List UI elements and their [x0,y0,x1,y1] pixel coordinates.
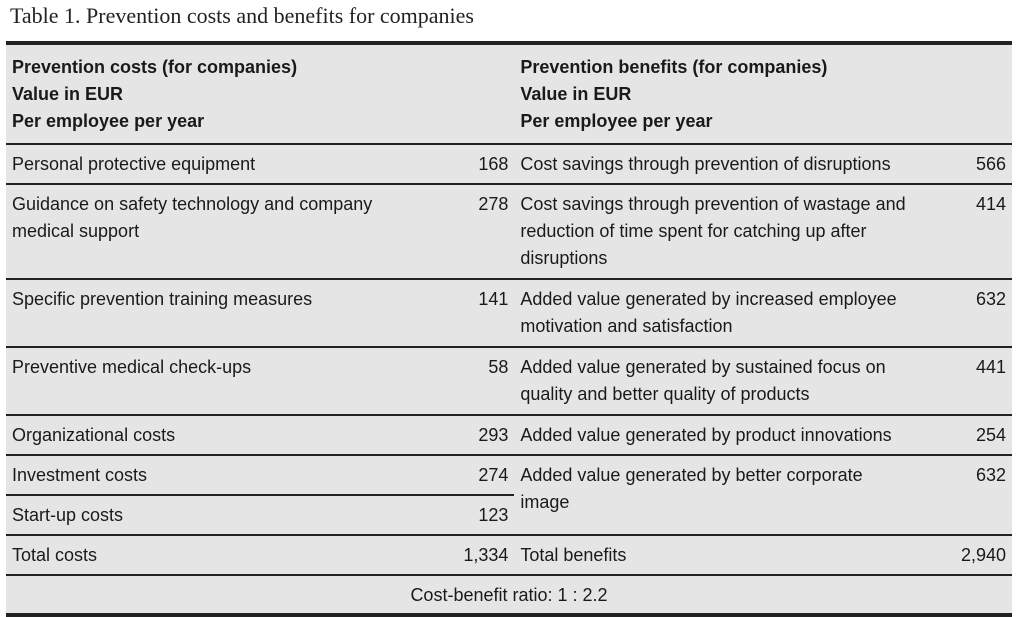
cost-value: 58 [457,346,515,415]
costs-header-line: Value in EUR [12,84,124,104]
ratio-row: Cost-benefit ratio: 1 : 2.2 [6,574,1012,615]
costs-header-line: Prevention costs (for companies) [12,57,298,77]
cost-value: 278 [457,183,515,279]
table-row: Investment costs 274 Added value generat… [6,454,1012,535]
benefit-value: 632 [951,454,1012,535]
costs-header-line: Per employee per year [12,111,205,131]
benefits-header-line: Per employee per year [520,111,713,131]
cost-value: 123 [457,494,515,535]
cost-value: 168 [457,143,515,184]
cost-label: Organizational costs [6,414,458,455]
cost-value: 293 [457,414,515,455]
benefit-label: Cost savings through prevention of disru… [514,143,952,184]
table-row: Organizational costs 293 Added value gen… [6,414,1012,455]
cost-label: Preventive medical check-ups [6,346,458,415]
benefit-label: Added value generated by better corporat… [514,454,952,535]
cost-label: Specific prevention training measures [6,278,458,347]
costs-header: Prevention costs (for companies) Value i… [6,43,514,144]
benefit-label: Added value generated by product innovat… [514,414,952,455]
table-caption: Table 1. Prevention costs and benefits f… [10,3,474,28]
table-row: Guidance on safety technology and compan… [6,183,1012,279]
cost-benefit-ratio: Cost-benefit ratio: 1 : 2.2 [6,574,1012,615]
benefit-value: 632 [951,278,1012,347]
cost-label: Personal protective equipment [6,143,458,184]
benefits-header-line: Value in EUR [520,84,632,104]
table-row: Personal protective equipment 168 Cost s… [6,143,1012,184]
total-benefits-label: Total benefits [514,534,952,575]
total-costs-value: 1,334 [457,534,515,575]
cost-label: Guidance on safety technology and compan… [6,183,458,279]
header-row: Prevention costs (for companies) Value i… [6,43,1012,144]
benefit-label: Added value generated by increased emplo… [514,278,952,347]
benefit-value: 441 [951,346,1012,415]
benefits-header-line: Prevention benefits (for companies) [520,57,828,77]
benefit-value: 566 [951,143,1012,184]
cost-label: Start-up costs [6,494,458,535]
cost-value: 274 [457,454,515,495]
benefit-value: 254 [951,414,1012,455]
total-benefits-value: 2,940 [951,534,1012,575]
benefit-label: Cost savings through prevention of wasta… [514,183,952,279]
table-row: Start-up costs 123 [6,494,1012,535]
total-costs-label: Total costs [6,534,458,575]
benefit-value: 414 [951,183,1012,279]
table-row: Specific prevention training measures 14… [6,278,1012,347]
cost-label: Investment costs [6,454,458,495]
benefit-label: Added value generated by sustained focus… [514,346,952,415]
benefits-header: Prevention benefits (for companies) Valu… [514,43,1012,144]
totals-row: Total costs 1,334 Total benefits 2,940 [6,534,1012,575]
table-row: Preventive medical check-ups 58 Added va… [6,346,1012,415]
prevention-table: Prevention costs (for companies) Value i… [6,41,1012,617]
cost-value: 141 [457,278,515,347]
